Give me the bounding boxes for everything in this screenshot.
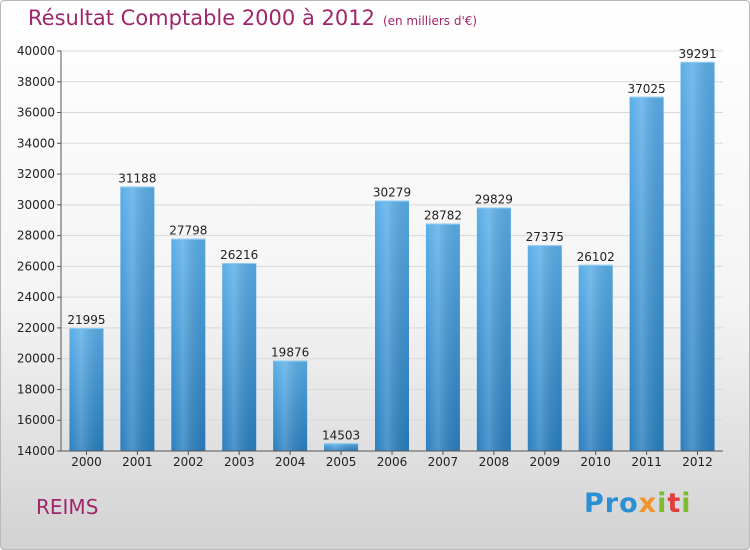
value-label-2004: 19876 [271, 346, 309, 360]
x-tick-label-2012: 2012 [682, 455, 713, 469]
value-label-2002: 27798 [169, 224, 207, 238]
x-tick-label-2009: 2009 [529, 455, 560, 469]
y-tick-label: 22000 [17, 321, 55, 335]
bar-shine [120, 186, 155, 452]
bar-shine [171, 238, 206, 451]
x-tick-label-2002: 2002 [173, 455, 204, 469]
y-tick-label: 18000 [17, 382, 55, 396]
city-label: REIMS [36, 495, 99, 519]
value-label-2005: 14503 [322, 428, 360, 442]
bar-shine [324, 443, 359, 451]
y-tick-label: 16000 [17, 413, 55, 427]
x-tick-label-2005: 2005 [326, 455, 357, 469]
x-tick-label-2006: 2006 [377, 455, 408, 469]
value-label-2012: 39291 [678, 47, 716, 61]
value-label-2003: 26216 [220, 248, 258, 262]
x-tick-label-2010: 2010 [580, 455, 611, 469]
y-tick-label: 28000 [17, 229, 55, 243]
x-tick-label-2011: 2011 [631, 455, 662, 469]
chart-title-text: Résultat Comptable 2000 à 2012 [28, 6, 375, 30]
value-label-2007: 28782 [424, 209, 462, 223]
bar-shine [222, 263, 257, 451]
bar-shine [425, 223, 460, 451]
y-tick-label: 14000 [17, 444, 55, 458]
value-label-2010: 26102 [577, 250, 615, 264]
x-tick-label-2007: 2007 [428, 455, 459, 469]
value-label-2008: 29829 [475, 192, 513, 206]
y-tick-label: 26000 [17, 259, 55, 273]
bar-shine [273, 360, 308, 451]
bar-shine [476, 207, 511, 451]
x-tick-label-2004: 2004 [275, 455, 306, 469]
bar-shine [527, 245, 562, 451]
proxiti-logo[interactable]: Proxiti [584, 488, 692, 519]
value-label-2001: 31188 [118, 172, 156, 186]
bar-shine [680, 61, 715, 452]
x-tick-label-2000: 2000 [71, 455, 102, 469]
x-tick-label-2008: 2008 [479, 455, 510, 469]
bar-shine [578, 264, 613, 451]
value-label-2011: 37025 [628, 82, 666, 96]
y-tick-label: 24000 [17, 290, 55, 304]
x-tick-label-2003: 2003 [224, 455, 255, 469]
y-tick-label: 36000 [17, 106, 55, 120]
bar-shine [629, 96, 664, 452]
bar-shine [375, 200, 409, 451]
x-tick-label-2001: 2001 [122, 455, 153, 469]
chart-unit: (en milliers d'€) [382, 14, 478, 28]
value-label-2000: 21995 [67, 313, 105, 327]
bar-shine [69, 328, 104, 451]
chart-title: Résultat Comptable 2000 à 2012 (en millie… [28, 6, 477, 30]
y-tick-label: 40000 [17, 44, 55, 58]
y-tick-label: 20000 [17, 352, 55, 366]
y-tick-label: 30000 [17, 198, 55, 212]
value-label-2009: 27375 [526, 230, 564, 244]
value-label-2006: 30279 [373, 186, 411, 200]
y-tick-label: 32000 [17, 167, 55, 181]
y-tick-label: 34000 [17, 136, 55, 150]
y-tick-label: 38000 [17, 75, 55, 89]
